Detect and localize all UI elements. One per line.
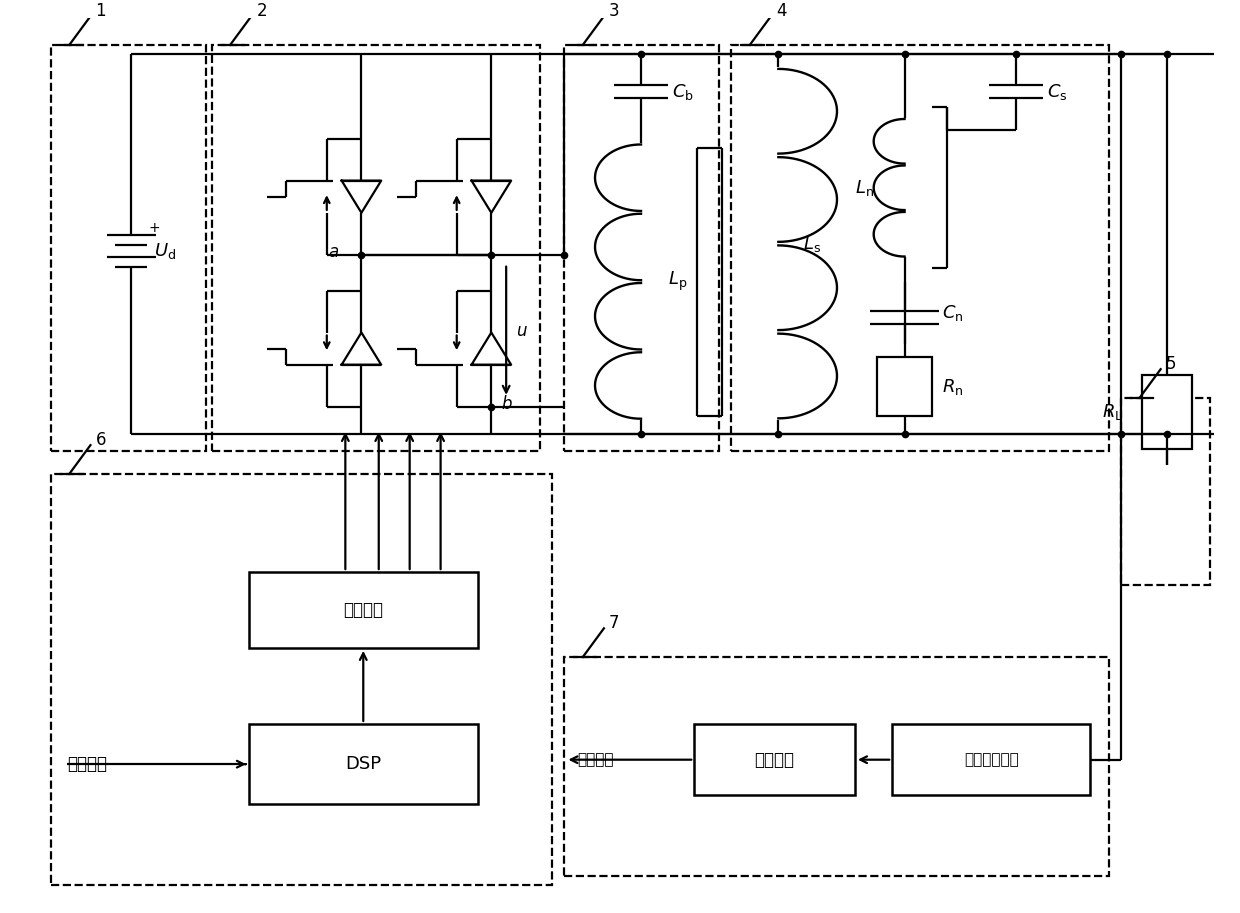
Text: $L_{\rm n}$: $L_{\rm n}$ (854, 178, 874, 198)
Bar (249, 724, 477, 804)
Bar (51, 45, 206, 451)
Text: +: + (149, 221, 160, 235)
Text: $L_{\rm s}$: $L_{\rm s}$ (804, 234, 821, 254)
Text: $R_{\rm L}$: $R_{\rm L}$ (1102, 402, 1123, 422)
Text: $u$: $u$ (516, 321, 528, 340)
Text: 5: 5 (1166, 355, 1176, 373)
Text: $C_{\rm b}$: $C_{\rm b}$ (672, 81, 694, 101)
Bar (249, 572, 477, 648)
Text: $C_{\rm n}$: $C_{\rm n}$ (941, 303, 963, 323)
Text: 驱动电路: 驱动电路 (343, 601, 383, 619)
Text: $R_{\rm n}$: $R_{\rm n}$ (941, 376, 963, 396)
Bar (212, 45, 539, 451)
Bar (564, 45, 719, 451)
Text: $U_{\rm d}$: $U_{\rm d}$ (154, 241, 176, 261)
Bar (564, 657, 1109, 876)
Text: 电压检测电路: 电压检测电路 (963, 752, 1018, 767)
Text: DSP: DSP (345, 755, 382, 773)
Text: 输出信号: 输出信号 (578, 752, 614, 767)
Text: $L_{\rm p}$: $L_{\rm p}$ (668, 270, 688, 293)
Bar (1121, 398, 1210, 585)
Bar (878, 357, 931, 416)
Text: $C_{\rm s}$: $C_{\rm s}$ (1047, 81, 1068, 101)
Text: $b$: $b$ (501, 395, 513, 413)
Bar (1142, 375, 1192, 449)
Text: 4: 4 (776, 2, 786, 20)
Text: 1: 1 (95, 2, 107, 20)
Text: 7: 7 (609, 614, 619, 632)
Bar (893, 724, 1090, 795)
Text: 基带信号: 基带信号 (67, 755, 107, 773)
Bar (694, 724, 856, 795)
Bar (732, 45, 1109, 451)
Text: 6: 6 (95, 431, 105, 448)
Text: $a$: $a$ (329, 243, 340, 261)
Text: 检波电路: 检波电路 (755, 750, 795, 769)
Text: 3: 3 (609, 2, 620, 20)
Bar (51, 474, 552, 885)
Text: 2: 2 (257, 2, 267, 20)
